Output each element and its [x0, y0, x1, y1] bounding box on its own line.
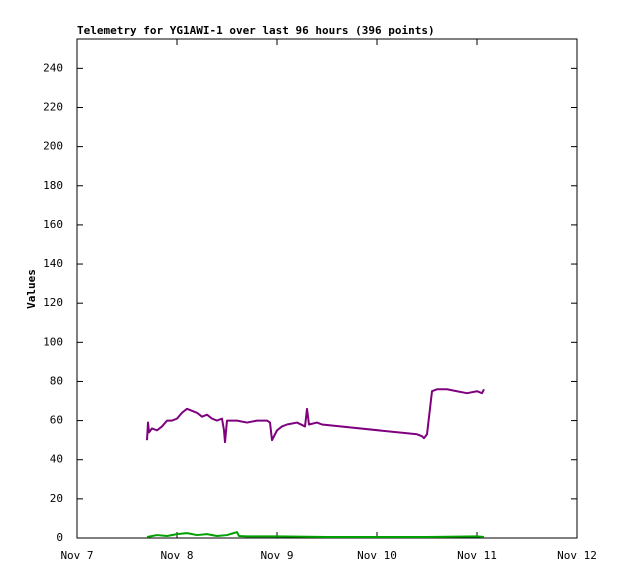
y-tick-label: 20 — [50, 492, 63, 505]
x-tick-label: Nov 10 — [357, 549, 397, 562]
y-tick-label: 160 — [43, 218, 63, 231]
y-tick-label: 200 — [43, 140, 63, 153]
y-tick-label: 140 — [43, 257, 63, 270]
x-tick-label: Nov 7 — [60, 549, 93, 562]
x-tick-label: Nov 12 — [557, 549, 597, 562]
y-tick-label: 240 — [43, 61, 63, 74]
y-tick-label: 60 — [50, 414, 63, 427]
y-tick-label: 40 — [50, 453, 63, 466]
y-tick-label: 0 — [56, 531, 63, 544]
x-tick-label: Nov 8 — [160, 549, 193, 562]
plot-frame — [76, 38, 578, 539]
y-tick-label: 100 — [43, 335, 63, 348]
chart-title: Telemetry for YG1AWI-1 over last 96 hour… — [77, 24, 435, 37]
series-line — [146, 388, 485, 444]
y-tick-label: 180 — [43, 179, 63, 192]
x-tick-label: Nov 9 — [260, 549, 293, 562]
series-line — [146, 531, 485, 539]
y-tick-label: 120 — [43, 296, 63, 309]
x-tick-label: Nov 11 — [457, 549, 497, 562]
y-tick-label: 220 — [43, 100, 63, 113]
y-tick-label: 80 — [50, 374, 63, 387]
y-axis-label: Values — [25, 269, 38, 309]
